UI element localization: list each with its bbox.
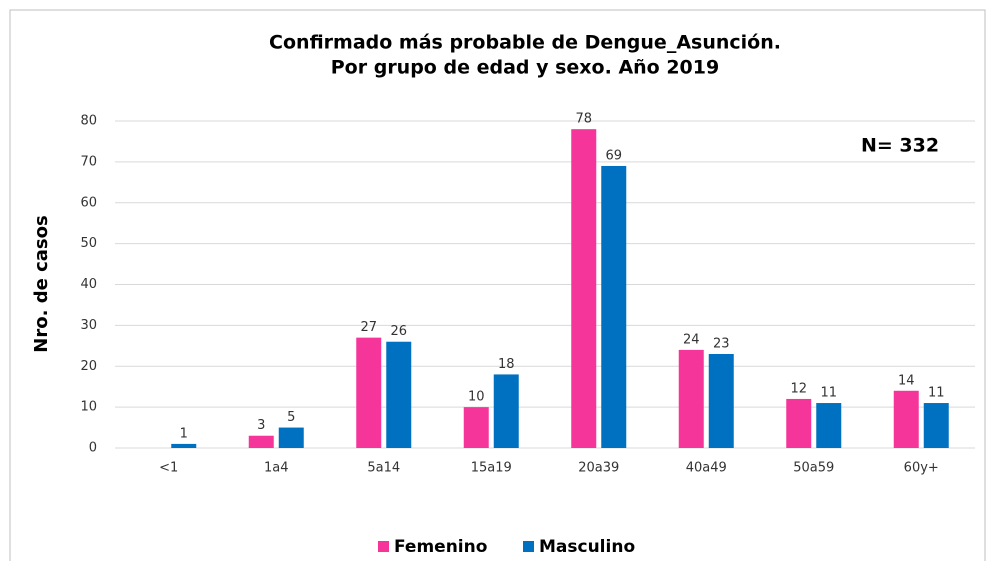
chart-subtitle: Por grupo de edad y sexo. Año 2019 — [331, 57, 719, 79]
value-label: 3 — [257, 418, 265, 433]
value-label: 11 — [820, 386, 837, 401]
value-label: 11 — [928, 386, 945, 401]
legend-label: Masculino — [539, 537, 635, 557]
bar — [893, 390, 919, 448]
bar — [708, 353, 734, 448]
value-label: 23 — [713, 336, 730, 351]
legend-swatch — [378, 541, 389, 552]
y-axis-label: Nro. de casos — [31, 215, 52, 352]
x-tick-label: 15a19 — [471, 461, 512, 476]
legend-swatch — [523, 541, 534, 552]
bar — [786, 398, 812, 448]
x-tick-label: 5a14 — [367, 461, 400, 476]
bar — [386, 341, 412, 448]
bar — [248, 435, 274, 448]
y-tick-label: 50 — [80, 236, 97, 251]
value-label: 10 — [468, 390, 485, 405]
x-tick-label: 20a39 — [578, 461, 619, 476]
bar — [493, 374, 519, 448]
legend-label: Femenino — [394, 537, 487, 557]
bar — [171, 443, 197, 448]
value-label: 14 — [898, 373, 915, 388]
value-label: 1 — [180, 426, 188, 441]
y-tick-label: 40 — [80, 277, 97, 292]
x-tick-label: <1 — [159, 461, 178, 476]
x-tick-label: 40a49 — [686, 461, 727, 476]
bar — [278, 427, 304, 448]
y-tick-label: 10 — [80, 400, 97, 415]
value-label: 78 — [575, 112, 592, 127]
x-tick-label: 60y+ — [904, 461, 939, 476]
y-tick-label: 60 — [80, 195, 97, 210]
bar — [816, 403, 842, 448]
y-tick-label: 30 — [80, 318, 97, 333]
y-tick-label: 80 — [80, 114, 97, 129]
x-tick-label: 50a59 — [793, 461, 834, 476]
bar — [601, 165, 627, 448]
chart-title: Confirmado más probable de Dengue_Asunci… — [269, 32, 781, 54]
value-label: 12 — [790, 381, 807, 396]
value-label: 69 — [605, 148, 622, 163]
value-label: 5 — [287, 410, 295, 425]
bar — [571, 129, 597, 449]
bar — [356, 337, 382, 448]
value-label: 18 — [498, 357, 515, 372]
value-label: 24 — [683, 332, 700, 347]
x-tick-label: 1a4 — [264, 461, 289, 476]
bar — [678, 349, 704, 448]
y-tick-label: 0 — [89, 441, 97, 456]
y-tick-label: 20 — [80, 359, 97, 374]
bar — [923, 403, 949, 448]
value-label: 27 — [360, 320, 377, 335]
chart-frame — [9, 9, 986, 561]
bar — [463, 407, 489, 448]
annotation: N= 332 — [861, 135, 939, 157]
value-label: 26 — [390, 324, 407, 339]
y-tick-label: 70 — [80, 154, 97, 169]
